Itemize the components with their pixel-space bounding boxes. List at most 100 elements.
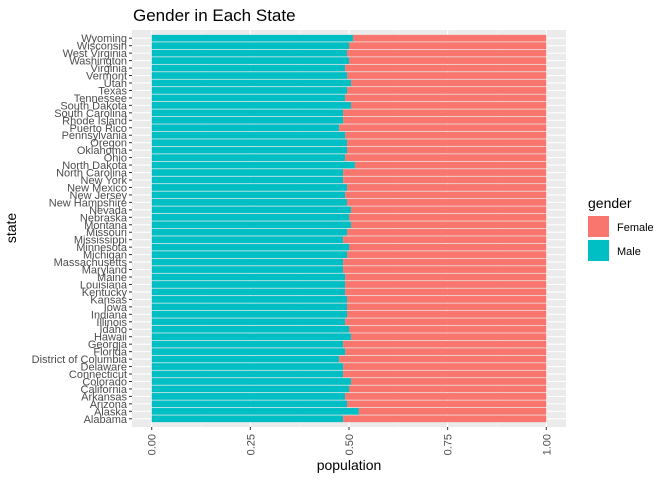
y-tick-label: Ohio — [104, 153, 127, 165]
bar-male-florida — [151, 348, 346, 355]
y-tick-label: Wyoming — [81, 33, 127, 45]
bar-female-mississippi — [343, 236, 547, 244]
x-tick-label: 0.50 — [344, 434, 356, 455]
legend: gender Female Male — [588, 195, 654, 261]
y-tick-label: West Virginia — [63, 48, 128, 60]
legend-key-female — [588, 216, 609, 237]
y-tick-label: South Dakota — [60, 100, 128, 112]
bar-male-massachusetts — [151, 258, 344, 266]
bar-female-arkansas — [345, 393, 547, 400]
y-tick-label: Vermont — [86, 71, 127, 83]
bar-male-maine — [151, 273, 346, 281]
x-tick-label: 1.00 — [541, 434, 553, 455]
bar-female-montana — [350, 221, 547, 229]
bar-female-wisconsin — [349, 42, 547, 50]
bar-female-new-hampshire — [347, 199, 547, 206]
y-tick-label: North Carolina — [56, 168, 128, 180]
bar-male-nevada — [151, 206, 351, 214]
x-tick-label: 0.00 — [147, 434, 159, 455]
y-tick-label: New Hampshire — [49, 197, 127, 209]
bar-male-oregon — [151, 139, 348, 147]
bar-male-montana — [151, 221, 351, 229]
bar-male-washington — [151, 57, 349, 64]
bar-male-illinois — [151, 318, 346, 326]
y-tick-label: Kansas — [90, 294, 127, 306]
y-tick-label: Iowa — [104, 302, 128, 314]
bar-male-new-york — [151, 176, 344, 184]
x-axis-ticks: 0.00 0.25 0.50 0.75 1.00 — [147, 427, 553, 455]
bar-female-west-virginia — [347, 49, 547, 57]
legend-label-female: Female — [617, 222, 654, 234]
bar-female-rhode-island — [343, 116, 547, 124]
legend-key-male — [588, 240, 609, 261]
bar-female-delaware — [343, 363, 547, 370]
bar-female-virginia — [345, 64, 547, 72]
bar-female-florida — [345, 348, 547, 355]
y-tick-label: New Jersey — [70, 190, 128, 202]
bar-female-new-mexico — [347, 184, 547, 191]
bar-male-north-dakota — [151, 161, 355, 169]
y-tick-label: Michigan — [83, 250, 127, 262]
y-tick-label: Arizona — [90, 399, 128, 411]
bar-male-texas — [151, 87, 348, 94]
y-tick-label: South Carolina — [54, 108, 128, 120]
y-tick-label: Hawaii — [94, 332, 127, 344]
bar-male-maryland — [151, 266, 344, 273]
bar-male-hawaii — [151, 333, 351, 341]
bar-male-missouri — [151, 228, 348, 236]
bar-female-arizona — [347, 400, 547, 408]
y-tick-label: Idaho — [99, 324, 127, 336]
bar-female-north-carolina — [343, 169, 547, 176]
bar-female-alabama — [343, 415, 547, 423]
bar-female-kansas — [347, 296, 547, 303]
y-tick-label: Illinois — [96, 317, 127, 329]
y-tick-label: Minnesota — [76, 242, 128, 254]
bar-female-north-dakota — [354, 161, 547, 169]
bar-male-new-jersey — [151, 191, 346, 199]
bar-male-vermont — [151, 72, 348, 79]
bar-male-south-carolina — [151, 109, 344, 117]
bar-male-new-mexico — [151, 184, 348, 191]
bar-male-connecticut — [151, 370, 344, 378]
y-tick-label: Georgia — [88, 339, 128, 351]
bar-female-illinois — [345, 318, 547, 326]
bar-male-new-hampshire — [151, 199, 348, 206]
bar-female-wyoming — [352, 34, 547, 42]
bar-female-hawaii — [350, 333, 547, 341]
x-tick-label: 0.25 — [245, 434, 257, 455]
bar-female-nevada — [350, 206, 547, 214]
legend-title: gender — [588, 195, 632, 211]
y-tick-label: Puerto Rico — [70, 123, 127, 135]
bar-female-kentucky — [345, 288, 547, 296]
y-tick-label: Oregon — [90, 138, 127, 150]
bar-male-georgia — [151, 340, 344, 348]
y-tick-label: Nevada — [89, 205, 128, 217]
y-tick-label: Louisiana — [80, 279, 128, 291]
y-tick-label: Oklahoma — [77, 145, 128, 157]
bar-female-minnesota — [349, 243, 547, 251]
y-tick-label: Tennessee — [74, 93, 127, 105]
bar-female-maryland — [343, 266, 547, 273]
bar-female-connecticut — [343, 370, 547, 378]
bar-male-ohio — [151, 154, 346, 161]
y-tick-label: District of Columbia — [32, 354, 128, 366]
bar-male-wyoming — [151, 34, 353, 42]
y-tick-label: Arkansas — [81, 391, 127, 403]
y-tick-label: Utah — [104, 78, 127, 90]
y-tick-label: Alabama — [84, 414, 128, 426]
y-tick-label: Colorado — [82, 376, 127, 388]
y-tick-label: North Dakota — [62, 160, 128, 172]
bar-male-kansas — [151, 296, 348, 303]
bar-male-minnesota — [151, 243, 349, 251]
bar-male-delaware — [151, 363, 344, 370]
bar-female-texas — [347, 87, 547, 94]
bar-male-arizona — [151, 400, 348, 408]
y-tick-label: Mississippi — [74, 235, 127, 247]
bar-female-pennsylvania — [345, 131, 547, 139]
y-tick-label: Montana — [84, 220, 128, 232]
bar-male-nebraska — [151, 213, 349, 221]
bar-male-louisiana — [151, 281, 346, 288]
bar-male-wisconsin — [151, 42, 349, 50]
y-tick-label: Florida — [93, 347, 128, 359]
